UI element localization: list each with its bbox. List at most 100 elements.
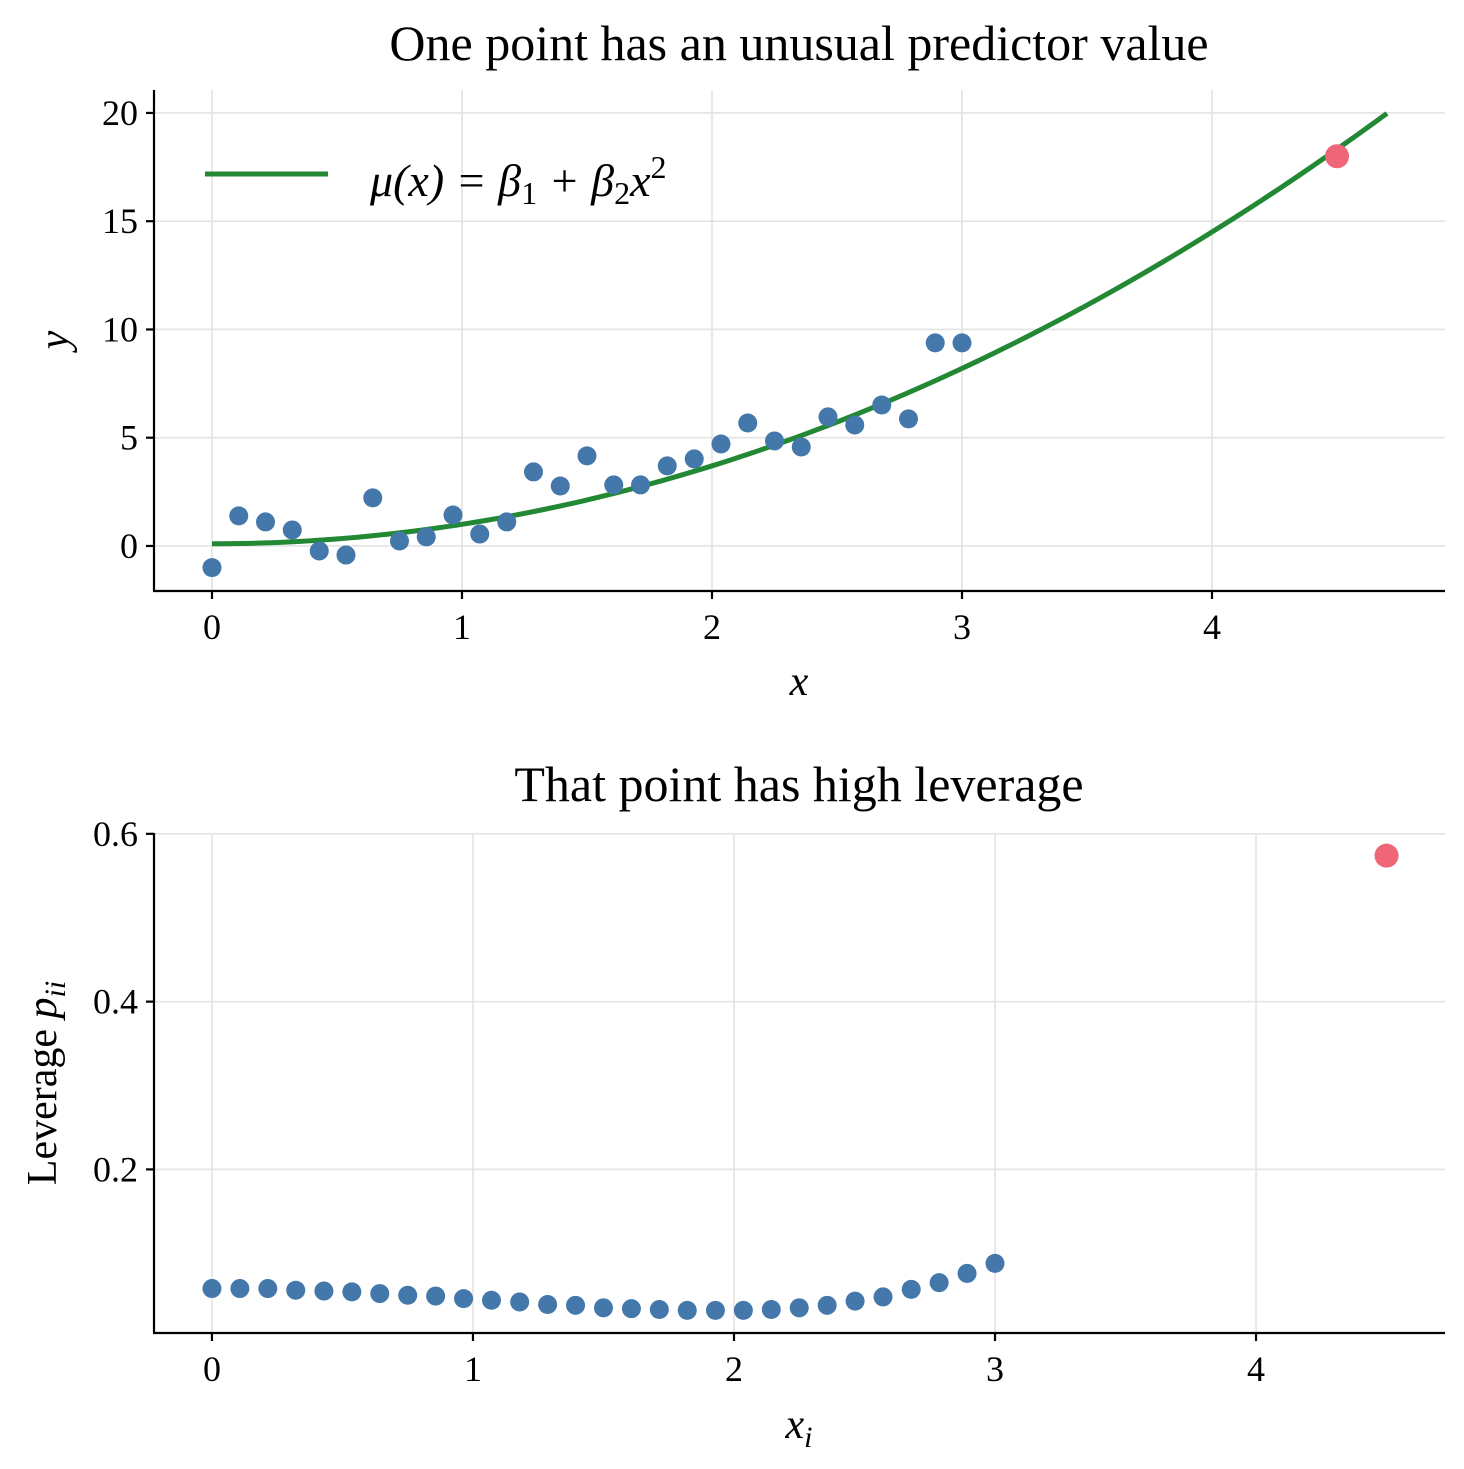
data-point [631, 475, 650, 495]
data-point [524, 462, 543, 482]
data-point [621, 1299, 641, 1319]
bottom-x-ticks: 0 1 2 3 4 [203, 1333, 1265, 1389]
data-point [454, 1289, 474, 1309]
y-tick-label: 20 [102, 93, 138, 133]
data-point [873, 1287, 893, 1307]
data-point [872, 395, 892, 415]
outlier-point [1374, 843, 1399, 868]
data-point [677, 1300, 697, 1320]
data-point [952, 333, 972, 353]
data-point [363, 488, 383, 508]
data-point [426, 1286, 446, 1306]
x-tick-label: 2 [703, 607, 721, 647]
data-point [470, 524, 490, 544]
data-point [202, 1279, 222, 1299]
bottom-y-axis-label-sub: ii [39, 981, 72, 998]
data-point [336, 545, 356, 565]
legend: μ(x) = β1 + β2x2 [205, 149, 666, 211]
data-point [901, 1279, 921, 1299]
data-point [817, 1295, 837, 1315]
data-point [957, 1263, 977, 1283]
data-point [899, 409, 918, 429]
top-chart-title: One point has an unusual predictor value [389, 15, 1208, 71]
y-tick-label: 0 [120, 526, 138, 566]
data-point [985, 1253, 1005, 1273]
data-point [845, 415, 865, 435]
data-point [765, 431, 784, 451]
data-point [256, 512, 275, 532]
x-tick-label: 3 [986, 1349, 1004, 1389]
bottom-x-axis-label-sub: i [804, 1421, 812, 1454]
x-tick-label: 4 [1247, 1349, 1265, 1389]
data-point [789, 1298, 809, 1318]
bottom-y-axis-label-var: p [20, 997, 66, 1021]
data-point [550, 476, 570, 496]
data-point [925, 333, 945, 353]
data-point [604, 475, 624, 495]
bottom-y-ticks: 0.2 0.4 0.6 [93, 814, 154, 1189]
bottom-chart-title: That point has high leverage [514, 756, 1083, 812]
top-grid [154, 90, 1445, 591]
data-point [202, 558, 222, 578]
fit-line [211, 111, 1389, 547]
x-tick-label: 4 [1203, 607, 1221, 647]
data-point [390, 531, 409, 551]
outlier-point [1325, 144, 1349, 169]
data-point [510, 1292, 530, 1312]
y-tick-label: 5 [120, 418, 138, 458]
data-point [229, 506, 249, 526]
data-point [577, 446, 597, 466]
data-point [818, 407, 838, 427]
y-tick-label: 0.6 [93, 814, 138, 854]
data-point [538, 1294, 558, 1314]
data-point [738, 413, 758, 433]
data-point [370, 1284, 390, 1304]
y-tick-label: 15 [102, 201, 138, 241]
data-point [282, 520, 302, 540]
bottom-scatter-points [202, 843, 1399, 1320]
data-point [258, 1279, 278, 1299]
data-point [443, 505, 463, 525]
data-point [593, 1298, 613, 1318]
data-point [416, 527, 436, 547]
x-tick-label: 0 [203, 607, 221, 647]
bottom-x-axis-label-var: x [785, 1402, 805, 1448]
bottom-x-axis-label: xi [785, 1402, 813, 1454]
data-point [309, 541, 329, 561]
y-tick-label: 10 [102, 309, 138, 349]
data-point [684, 449, 704, 469]
data-point [649, 1300, 669, 1320]
data-point [705, 1300, 725, 1320]
x-tick-label: 1 [453, 607, 471, 647]
data-point [657, 456, 677, 476]
data-point [230, 1279, 250, 1299]
x-tick-label: 2 [725, 1349, 743, 1389]
y-tick-label: 0.4 [93, 982, 138, 1022]
top-panel: One point has an unusual predictor value… [32, 15, 1445, 705]
x-tick-label: 1 [464, 1349, 482, 1389]
data-point [342, 1282, 362, 1302]
data-point [733, 1300, 753, 1320]
x-tick-label: 3 [953, 607, 971, 647]
data-point [761, 1300, 781, 1320]
data-point [791, 437, 811, 457]
data-point [481, 1290, 501, 1310]
data-point [929, 1273, 949, 1293]
y-tick-label: 0.2 [93, 1149, 138, 1189]
top-x-ticks: 0 1 2 3 4 [203, 591, 1221, 647]
data-point [566, 1295, 586, 1315]
top-y-axis-label: y [32, 330, 78, 353]
x-tick-label: 0 [203, 1349, 221, 1389]
data-point [845, 1291, 865, 1311]
data-point [314, 1281, 334, 1301]
bottom-y-axis-label-text: Leverage [20, 1018, 66, 1185]
legend-label: μ(x) = β1 + β2x2 [369, 149, 666, 211]
data-point [286, 1280, 306, 1300]
top-x-axis-label: x [789, 659, 809, 705]
data-point [497, 512, 517, 532]
top-y-ticks: 0 5 10 15 20 [102, 93, 154, 566]
top-scatter-points [202, 144, 1349, 578]
data-point [711, 434, 731, 454]
